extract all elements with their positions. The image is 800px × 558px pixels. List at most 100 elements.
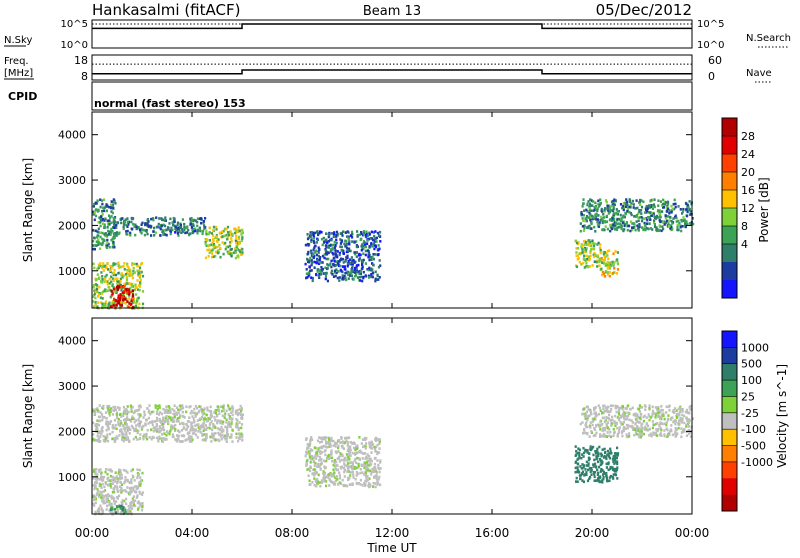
scatter-cell bbox=[203, 428, 206, 431]
scatter-cell bbox=[621, 206, 624, 210]
scatter-cell bbox=[338, 455, 341, 459]
scatter-cell bbox=[334, 254, 337, 258]
scatter-cell bbox=[95, 468, 98, 471]
scatter-cell bbox=[159, 411, 162, 414]
scatter-cell bbox=[338, 264, 341, 268]
scatter-cell bbox=[113, 406, 116, 410]
scatter-cell bbox=[108, 422, 111, 425]
scatter-cell bbox=[175, 406, 178, 409]
scatter-cell bbox=[324, 249, 327, 253]
scatter-cell bbox=[345, 242, 348, 246]
scatter-cell bbox=[308, 259, 311, 262]
scatter-cell bbox=[364, 447, 367, 450]
scatter-cell bbox=[304, 262, 307, 266]
scatter-cell bbox=[584, 250, 588, 253]
scatter-cell bbox=[595, 465, 598, 468]
scatter-cell bbox=[581, 470, 585, 474]
scatter-cell bbox=[608, 455, 611, 458]
scatter-cell bbox=[605, 456, 608, 459]
scatter-cell bbox=[350, 465, 353, 468]
scatter-cell bbox=[194, 429, 197, 433]
scatter-cell bbox=[139, 230, 142, 233]
scatter-cell bbox=[196, 419, 199, 422]
scatter-cell bbox=[313, 477, 316, 480]
scatter-cell bbox=[578, 456, 581, 459]
scatter-cell bbox=[339, 452, 342, 455]
scatter-cell bbox=[668, 225, 671, 228]
colorbar-label: 12 bbox=[741, 202, 755, 215]
scatter-cell bbox=[605, 270, 608, 273]
scatter-cell bbox=[94, 412, 97, 415]
scatter-cell bbox=[202, 426, 205, 429]
scatter-cell bbox=[602, 259, 605, 262]
scatter-cell bbox=[137, 405, 140, 408]
scatter-cell bbox=[111, 426, 114, 429]
scatter-cell bbox=[365, 461, 368, 464]
scatter-cell bbox=[95, 240, 98, 243]
scatter-cell bbox=[641, 217, 644, 220]
scatter-cell bbox=[599, 259, 602, 263]
scatter-cell bbox=[611, 466, 614, 469]
scatter-cell bbox=[583, 243, 586, 247]
scatter-cell bbox=[310, 238, 313, 241]
scatter-cell bbox=[335, 233, 338, 237]
scatter-cell bbox=[119, 485, 122, 488]
scatter-cell bbox=[597, 214, 600, 217]
scatter-cell bbox=[109, 432, 112, 436]
scatter-cell bbox=[688, 200, 691, 203]
scatter-cell bbox=[615, 406, 618, 410]
scatter-cell bbox=[116, 285, 119, 289]
scatter-cell bbox=[607, 212, 610, 215]
scatter-cell bbox=[205, 244, 208, 247]
scatter-cell bbox=[222, 429, 225, 433]
scatter-cell bbox=[329, 442, 332, 446]
scatter-cell bbox=[107, 223, 110, 226]
cpid-panel-frame bbox=[91, 81, 693, 111]
scatter-cell bbox=[92, 205, 95, 208]
scatter-cell bbox=[579, 222, 582, 225]
scatter-cell bbox=[654, 431, 657, 435]
scatter-cell bbox=[162, 232, 165, 235]
scatter-cell bbox=[375, 445, 378, 449]
scatter-cell bbox=[319, 446, 322, 449]
scatter-cell bbox=[321, 243, 324, 247]
scatter-cell bbox=[113, 477, 116, 480]
scatter-cell bbox=[173, 220, 176, 223]
scatter-cell bbox=[101, 275, 104, 278]
scatter-cell bbox=[109, 508, 112, 511]
scatter-cell bbox=[373, 240, 376, 243]
scatter-cell bbox=[108, 501, 111, 504]
scatter-cell bbox=[353, 261, 356, 264]
scatter-cell bbox=[113, 245, 116, 249]
scatter-cell bbox=[104, 300, 108, 303]
scatter-cell bbox=[595, 260, 598, 264]
scatter-cell bbox=[362, 464, 365, 467]
scatter-cell bbox=[376, 480, 379, 483]
scatter-cell bbox=[150, 428, 153, 431]
scatter-cell bbox=[585, 464, 588, 467]
scatter-cell bbox=[194, 405, 197, 408]
scatter-cell bbox=[668, 430, 672, 433]
scatter-cell bbox=[241, 237, 244, 240]
scatter-cell bbox=[679, 410, 682, 414]
scatter-cell bbox=[141, 221, 144, 225]
scatter-cell bbox=[110, 294, 113, 297]
scatter-cell bbox=[577, 447, 580, 450]
scatter-cell bbox=[612, 252, 615, 256]
scatter-cell bbox=[594, 201, 597, 205]
scatter-cell bbox=[661, 415, 664, 418]
scatter-cell bbox=[120, 511, 123, 514]
scatter-cell bbox=[173, 409, 176, 412]
scatter-cell bbox=[611, 457, 614, 461]
scatter-cell bbox=[307, 274, 310, 278]
scatter-cell bbox=[324, 438, 327, 441]
scatter-cell bbox=[126, 486, 129, 489]
scatter-cell bbox=[686, 210, 689, 214]
scatter-cell bbox=[587, 239, 590, 242]
scatter-cell bbox=[616, 433, 619, 436]
scatter-cell bbox=[319, 261, 322, 264]
scatter-cell bbox=[312, 459, 316, 463]
scatter-cell bbox=[610, 205, 613, 208]
scatter-cell bbox=[106, 405, 109, 408]
scatter-cell bbox=[324, 445, 328, 449]
